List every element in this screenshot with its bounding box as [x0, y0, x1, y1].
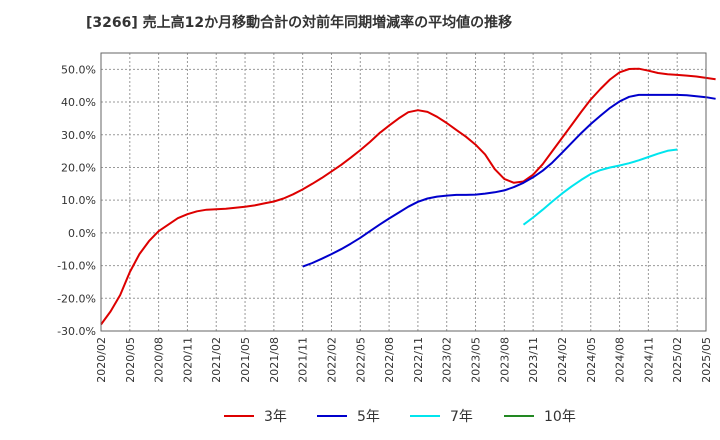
- series-line-1: [100, 67, 716, 326]
- x-tick-label: 2021/02: [210, 337, 223, 383]
- y-tick-label: 40.0%: [61, 96, 96, 109]
- x-tick-label: 2020/11: [181, 337, 194, 383]
- x-tick-label: 2023/05: [470, 337, 483, 383]
- legend-swatch-10y: [504, 415, 534, 417]
- x-tick-label: 2022/11: [412, 337, 425, 383]
- legend-label-7y: 7年: [450, 409, 473, 425]
- y-tick-label: 20.0%: [61, 161, 96, 174]
- legend-swatch-7y: [410, 415, 440, 417]
- x-tick-label: 2020/05: [124, 337, 137, 383]
- legend-item-7y: 7年: [410, 404, 473, 428]
- y-tick-label: 50.0%: [61, 63, 96, 76]
- grid-lines: [100, 53, 707, 332]
- y-tick-label: -10.0%: [57, 260, 96, 273]
- x-tick-label: 2024/11: [642, 337, 655, 383]
- plot-area-border: [100, 52, 707, 332]
- x-tick-label: 2021/05: [239, 337, 252, 383]
- series-lines: [100, 67, 716, 326]
- x-tick-label: 2022/05: [354, 337, 367, 383]
- x-tick-label: 2021/11: [297, 337, 310, 383]
- y-axis-labels: -30.0% -20.0% -10.0% 0.0% 10.0% 20.0% 30.0% 40.…: [57, 63, 96, 338]
- y-tick-label: 30.0%: [61, 129, 96, 142]
- y-tick-label: -20.0%: [57, 292, 96, 305]
- series-line-3: [522, 148, 678, 226]
- x-tick-label: 2024/02: [556, 337, 569, 383]
- y-tick-label: 0.0%: [68, 227, 96, 240]
- x-tick-label: 2023/02: [441, 337, 454, 383]
- x-tick-label: 2023/08: [498, 337, 511, 383]
- legend-item-10y: 10年: [504, 404, 576, 428]
- legend-item-5y: 5年: [317, 404, 380, 428]
- x-tick-label: 2022/08: [383, 337, 396, 383]
- x-tick-label: 2021/08: [268, 337, 281, 383]
- x-tick-label: 2020/08: [153, 337, 166, 383]
- legend-label-5y: 5年: [357, 409, 380, 425]
- legend-swatch-5y: [317, 415, 347, 417]
- chart-title: [3266] 売上高12か月移動合計の対前年同期増減率の平均値の推移: [86, 15, 513, 31]
- x-tick-label: 2024/08: [614, 337, 627, 383]
- y-tick-label: 10.0%: [61, 194, 96, 207]
- x-tick-label: 2024/05: [585, 337, 598, 383]
- x-tick-label: 2022/02: [325, 337, 338, 383]
- y-tick-label: -30.0%: [57, 325, 96, 338]
- legend-item-3y: 3年: [224, 404, 287, 428]
- legend: 3年 5年 7年 10年: [0, 404, 720, 428]
- series-line-2: [302, 93, 716, 268]
- legend-swatch-3y: [224, 415, 254, 417]
- legend-label-3y: 3年: [264, 409, 287, 425]
- x-tick-label: 2023/11: [527, 337, 540, 383]
- x-tick-label: 2020/02: [95, 337, 108, 383]
- x-tick-label: 2025/05: [700, 337, 713, 383]
- x-tick-label: 2025/02: [671, 337, 684, 383]
- legend-label-10y: 10年: [544, 409, 576, 425]
- x-axis-labels: 2020/02 2020/05 2020/08 2020/11 2021/02 2021/…: [95, 337, 713, 383]
